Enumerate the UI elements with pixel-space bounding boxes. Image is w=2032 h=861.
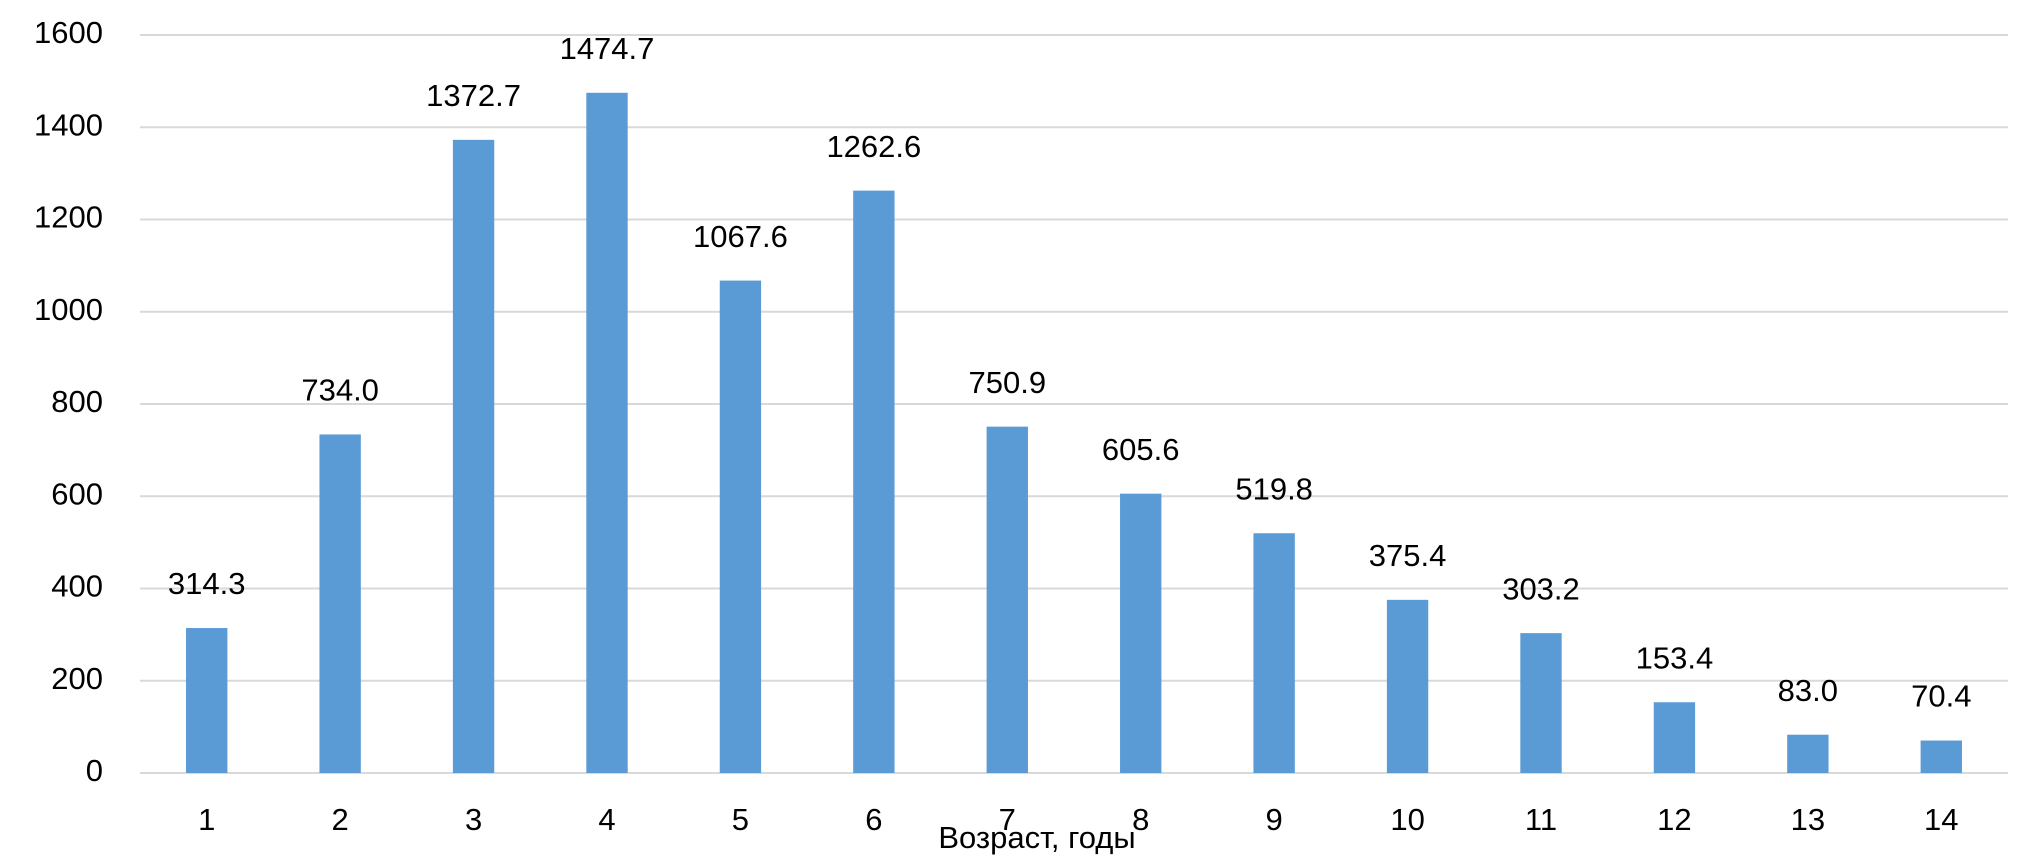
- y-tick-label: 0: [86, 753, 103, 788]
- data-label: 605.6: [1102, 432, 1180, 467]
- y-tick-label: 1400: [34, 107, 103, 142]
- bar: [853, 190, 895, 774]
- data-label: 1067.6: [693, 219, 788, 254]
- data-label: 519.8: [1235, 471, 1313, 506]
- x-tick-label: 1: [198, 802, 215, 837]
- data-label: 83.0: [1778, 673, 1838, 708]
- bar: [1920, 740, 1962, 773]
- x-tick-label: 11: [1525, 802, 1557, 837]
- data-label: 1474.7: [560, 31, 655, 66]
- y-tick-label: 200: [51, 661, 103, 696]
- x-tick-label: 13: [1791, 802, 1825, 837]
- bar: [1520, 633, 1562, 773]
- bar: [719, 280, 762, 773]
- y-tick-label: 800: [51, 384, 103, 419]
- y-tick-label: 400: [51, 569, 103, 604]
- bar: [319, 434, 361, 773]
- bar: [1386, 599, 1429, 773]
- bar: [1120, 493, 1162, 773]
- x-axis-title: Возраст, годы: [938, 820, 1135, 855]
- bar: [1787, 734, 1829, 773]
- y-tick-label: 1200: [34, 200, 103, 235]
- data-label: 70.4: [1911, 679, 1971, 714]
- y-tick-label: 1000: [34, 292, 103, 327]
- data-label: 750.9: [968, 365, 1046, 400]
- data-label: 734.0: [301, 373, 379, 408]
- x-tick-label: 14: [1924, 802, 1958, 837]
- data-label: 1262.6: [826, 129, 921, 164]
- bar: [586, 92, 628, 774]
- bar: [1253, 533, 1295, 773]
- x-tick-label: 12: [1657, 802, 1691, 837]
- data-label: 1372.7: [426, 78, 521, 113]
- x-tick-label: 8: [1132, 802, 1149, 837]
- bar: [452, 139, 495, 773]
- x-tick-label: 4: [598, 802, 615, 837]
- x-tick-label: 3: [465, 802, 482, 837]
- bar: [986, 426, 1028, 773]
- x-tick-label: 6: [865, 802, 882, 837]
- x-tick-label: 9: [1266, 802, 1283, 837]
- x-tick-label: 7: [999, 802, 1016, 837]
- data-label: 303.2: [1502, 571, 1580, 606]
- data-label: 153.4: [1636, 640, 1714, 675]
- x-tick-label: 5: [732, 802, 749, 837]
- data-label: 375.4: [1369, 538, 1447, 573]
- bar: [186, 628, 228, 773]
- bar: [1653, 702, 1696, 773]
- data-label: 314.3: [168, 566, 246, 601]
- y-tick-label: 600: [51, 476, 103, 511]
- y-tick-label: 1600: [34, 15, 103, 50]
- x-tick-label: 2: [332, 802, 349, 837]
- x-tick-label: 10: [1390, 802, 1424, 837]
